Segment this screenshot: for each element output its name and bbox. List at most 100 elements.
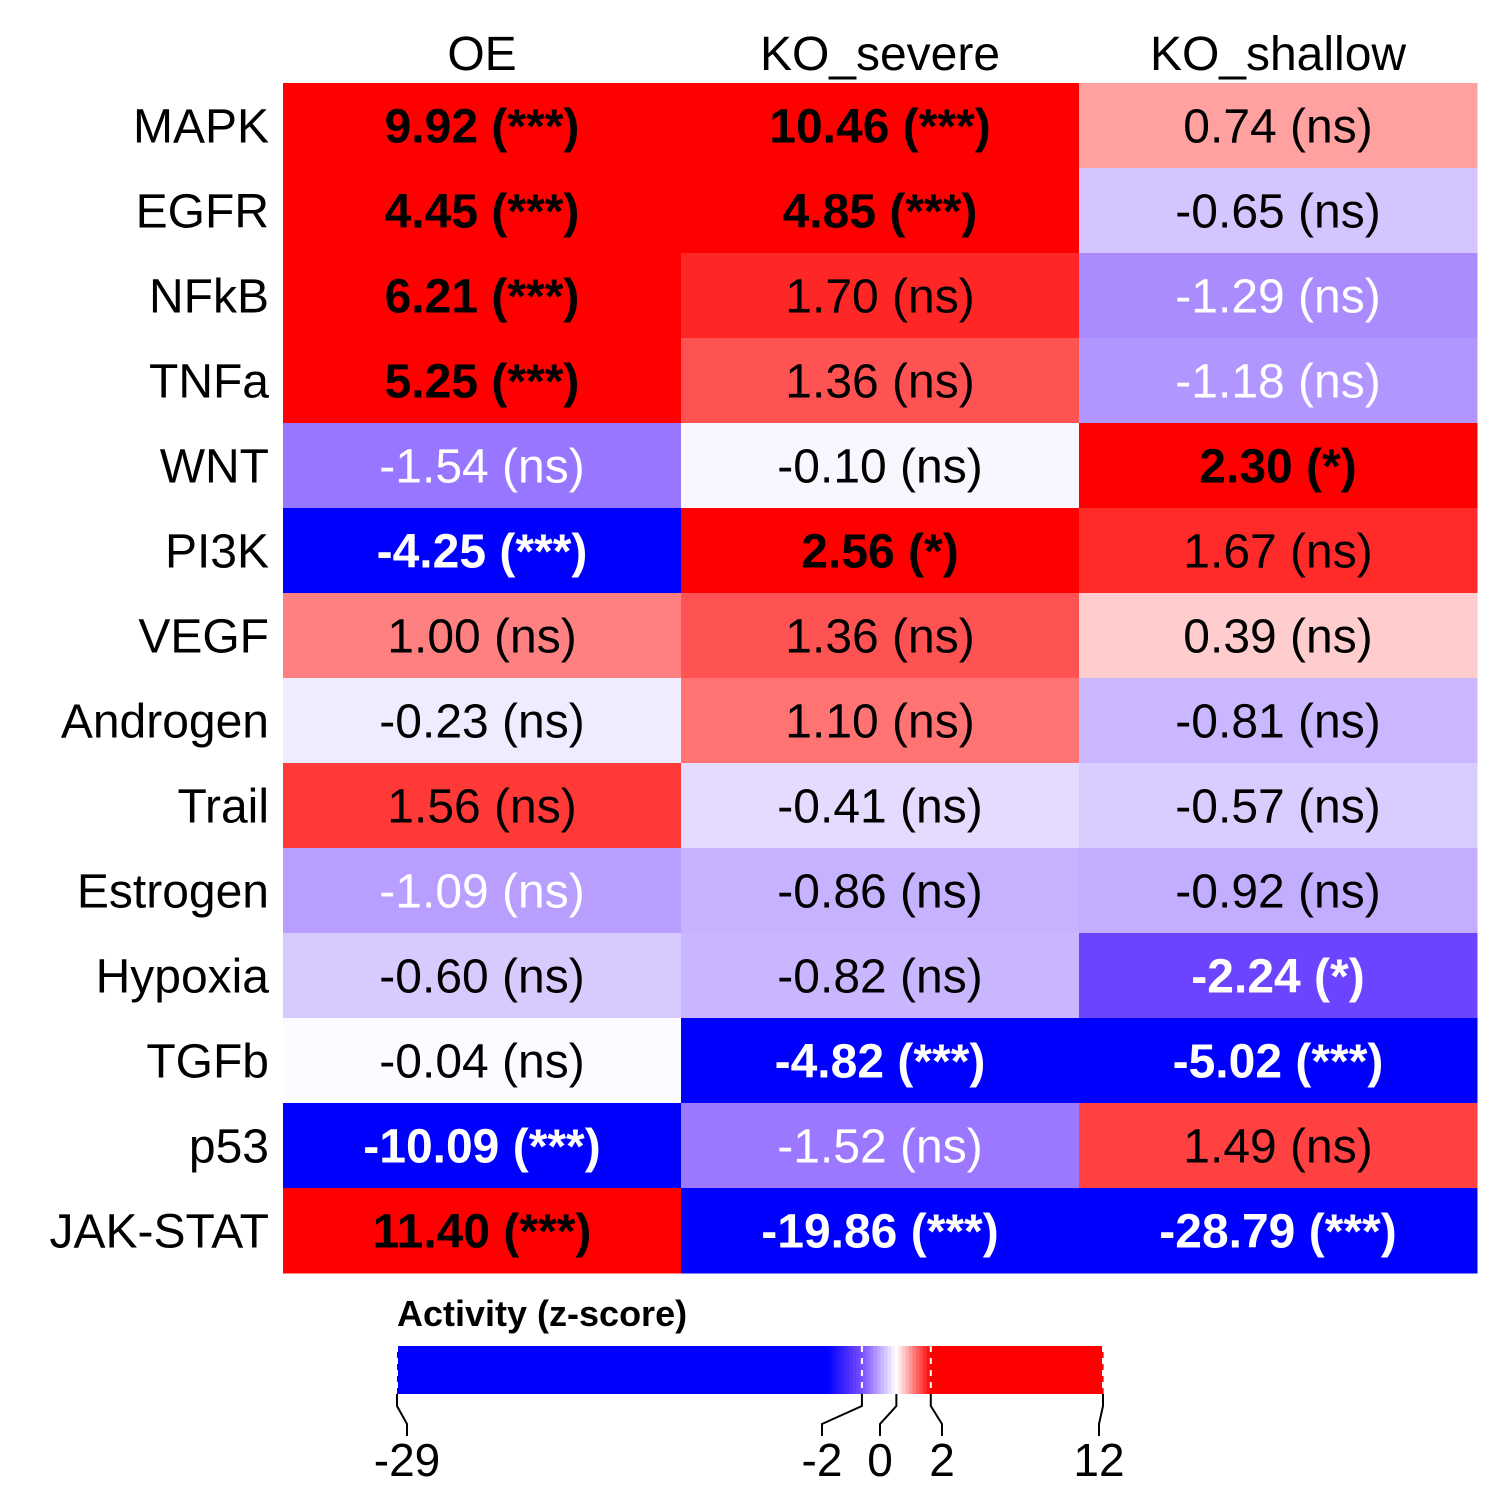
colorbar-segment xyxy=(467,1346,472,1394)
colorbar-segment xyxy=(517,1346,522,1394)
colorbar-segment xyxy=(471,1346,476,1394)
heatmap-cell xyxy=(1079,508,1478,594)
colorbar-segment xyxy=(771,1346,776,1394)
colorbar-segment xyxy=(1011,1346,1016,1394)
row-label-pi3k: PI3K xyxy=(165,526,269,579)
cell-value-label: -0.41 (ns) xyxy=(777,781,982,834)
colorbar-segment xyxy=(820,1346,825,1394)
colorbar-segment xyxy=(506,1346,511,1394)
cell-value-label: 2.56 (*) xyxy=(801,526,958,579)
colorbar-segment xyxy=(612,1346,617,1394)
colorbar-segment xyxy=(647,1346,652,1394)
colorbar-segment xyxy=(407,1346,412,1394)
colorbar-segment xyxy=(757,1346,762,1394)
colorbar-segment xyxy=(714,1346,719,1394)
colorbar-segment xyxy=(947,1346,952,1394)
colorbar-segment xyxy=(997,1346,1002,1394)
heatmap-cell xyxy=(681,83,1080,169)
cell-value-label: -19.86 (***) xyxy=(761,1206,998,1259)
cell-value-label: 1.67 (ns) xyxy=(1183,526,1372,579)
colorbar-segment xyxy=(654,1346,659,1394)
colorbar-segment xyxy=(972,1346,977,1394)
colorbar-segment xyxy=(1028,1346,1033,1394)
cell-value-label: -0.65 (ns) xyxy=(1175,186,1380,239)
colorbar-segment xyxy=(418,1346,423,1394)
colorbar-segment xyxy=(432,1346,437,1394)
colorbar-segment xyxy=(802,1346,808,1394)
colorbar-segment xyxy=(1085,1346,1090,1394)
colorbar-segment xyxy=(425,1346,430,1394)
colorbar-segment xyxy=(541,1346,546,1394)
heatmap-cell xyxy=(1079,1103,1478,1189)
heatmap-cell xyxy=(681,763,1080,849)
colorbar-segment xyxy=(951,1346,956,1394)
heatmap-cell xyxy=(681,1188,1080,1274)
colorbar-tick-line xyxy=(1098,1394,1104,1436)
colorbar-segment xyxy=(933,1346,938,1394)
colorbar-segment xyxy=(397,1346,402,1394)
cell-value-label: -1.18 (ns) xyxy=(1175,356,1380,409)
cell-value-label: -1.09 (ns) xyxy=(379,866,584,919)
colorbar-tick-label: 0 xyxy=(867,1434,893,1486)
heatmap-cell xyxy=(283,253,682,339)
colorbar-segment xyxy=(1046,1346,1051,1394)
colorbar-segment xyxy=(1025,1346,1030,1394)
cell-value-label: -0.86 (ns) xyxy=(777,866,982,919)
colorbar-segment xyxy=(651,1346,656,1394)
colorbar-tick-line xyxy=(929,1394,943,1436)
colorbar-segment xyxy=(1000,1346,1005,1394)
colorbar-segment xyxy=(548,1346,553,1394)
colorbar-segment xyxy=(721,1346,726,1394)
colorbar-segment xyxy=(446,1346,451,1394)
colorbar-segment xyxy=(764,1346,769,1394)
colorbar-segment xyxy=(629,1346,635,1394)
cell-value-label: -0.81 (ns) xyxy=(1175,696,1380,749)
heatmap-cell xyxy=(283,1188,682,1274)
colorbar-segment xyxy=(855,1346,861,1394)
colorbar-segment xyxy=(1021,1346,1026,1394)
colorbar-segment xyxy=(626,1346,631,1394)
colorbar-segment xyxy=(661,1346,666,1394)
heatmap-cell xyxy=(283,338,682,424)
heatmap-cell xyxy=(681,338,1080,424)
colorbar-segment xyxy=(513,1346,518,1394)
colorbar-segment xyxy=(993,1346,998,1394)
row-label-mapk: MAPK xyxy=(133,101,269,154)
colorbar-segment xyxy=(637,1346,642,1394)
colorbar-segment xyxy=(400,1346,405,1394)
colorbar-segment xyxy=(908,1346,913,1394)
colorbar-segment xyxy=(559,1346,564,1394)
cell-value-label: -4.82 (***) xyxy=(775,1036,986,1089)
colorbar-segment xyxy=(689,1346,695,1394)
colorbar-segment xyxy=(464,1346,469,1394)
row-label-vegf: VEGF xyxy=(138,611,269,664)
heatmap-cell xyxy=(1079,423,1478,509)
colorbar-segment xyxy=(672,1346,677,1394)
colorbar-segment xyxy=(725,1346,730,1394)
colorbar-tick-line xyxy=(396,1394,408,1436)
colorbar-segment xyxy=(591,1346,596,1394)
colorbar-segment xyxy=(534,1346,539,1394)
colorbar-tick-line xyxy=(821,1394,863,1436)
colorbar-segment xyxy=(555,1346,560,1394)
colorbar-segment xyxy=(1057,1346,1062,1394)
colorbar-segment xyxy=(580,1346,585,1394)
colorbar-segment xyxy=(862,1346,868,1394)
heatmap-cell xyxy=(681,168,1080,254)
heatmap-cell xyxy=(1079,168,1478,254)
colorbar-segment xyxy=(700,1346,705,1394)
colorbar-segment xyxy=(781,1346,786,1394)
colorbar-segment xyxy=(845,1346,850,1394)
cell-value-label: 1.10 (ns) xyxy=(785,696,974,749)
colorbar-segment xyxy=(682,1346,688,1394)
heatmap-cell xyxy=(1079,763,1478,849)
cell-value-label: -0.23 (ns) xyxy=(379,696,584,749)
colorbar-segment xyxy=(870,1346,875,1394)
colorbar-segment xyxy=(778,1346,783,1394)
colorbar-segment xyxy=(594,1346,599,1394)
row-label-egfr: EGFR xyxy=(136,186,269,239)
cell-value-label: 5.25 (***) xyxy=(385,356,580,409)
heatmap-cell xyxy=(1079,933,1478,1019)
cell-value-label: 2.30 (*) xyxy=(1199,441,1356,494)
